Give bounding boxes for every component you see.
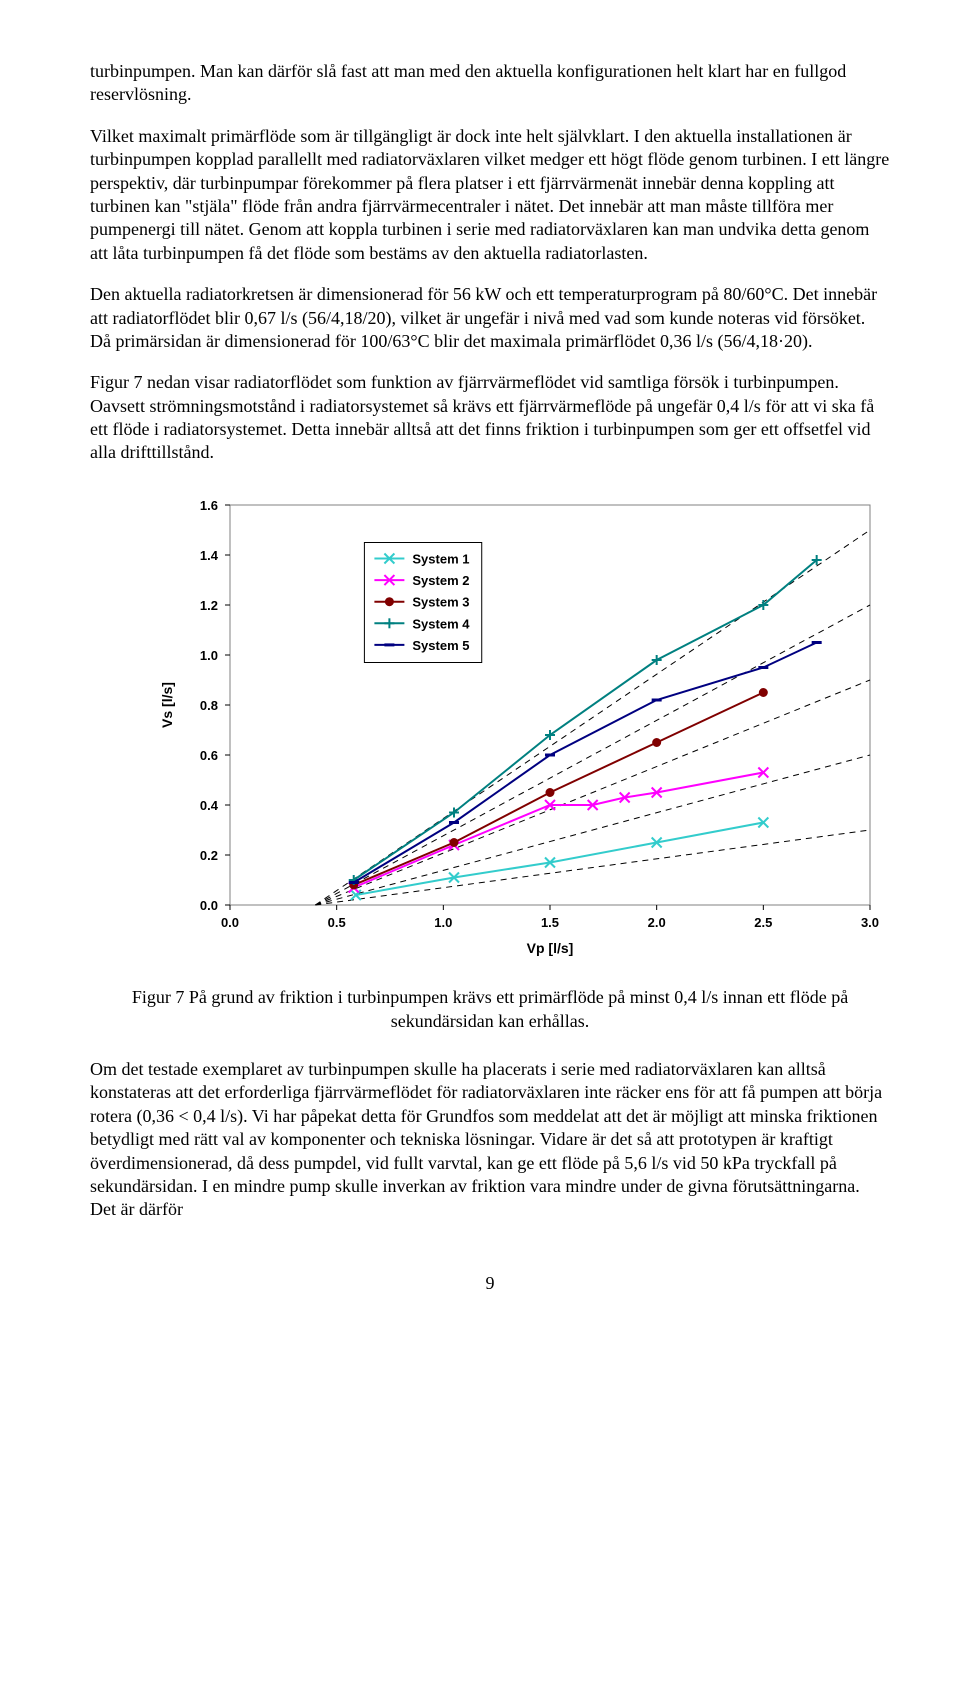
svg-text:System 4: System 4 [412,616,470,631]
chart-svg: 0.0 0.5 1.0 1.5 2.0 2.5 3.0 0.0 0.2 0.4 0.6 0.8 1.0 1… [150,485,890,965]
svg-text:0.5: 0.5 [328,915,346,930]
svg-text:Vs [l/s]: Vs [l/s] [159,682,175,728]
svg-text:System 3: System 3 [412,595,469,610]
svg-text:3.0: 3.0 [861,915,879,930]
page-number: 9 [90,1272,890,1295]
svg-text:0.0: 0.0 [221,915,239,930]
figure-7-chart: 0.0 0.5 1.0 1.5 2.0 2.5 3.0 0.0 0.2 0.4 0.6 0.8 1.0 1… [150,485,890,971]
body-paragraph: turbinpumpen. Man kan därför slå fast at… [90,60,890,107]
svg-text:Vp [l/s]: Vp [l/s] [527,940,574,956]
svg-text:2.0: 2.0 [648,915,666,930]
svg-text:1.6: 1.6 [200,498,218,513]
svg-text:0.0: 0.0 [200,898,218,913]
svg-text:1.0: 1.0 [200,648,218,663]
svg-text:1.2: 1.2 [200,598,218,613]
body-paragraph: Den aktuella radiatorkretsen är dimensio… [90,283,890,353]
svg-text:0.8: 0.8 [200,698,218,713]
svg-text:1.4: 1.4 [200,548,219,563]
body-paragraph: Figur 7 nedan visar radiatorflödet som f… [90,371,890,465]
svg-text:System 2: System 2 [412,573,469,588]
svg-text:0.4: 0.4 [200,798,219,813]
svg-text:System 5: System 5 [412,638,469,653]
figure-caption: Figur 7 På grund av friktion i turbinpum… [130,986,850,1033]
svg-text:0.6: 0.6 [200,748,218,763]
body-paragraph: Om det testade exemplaret av turbinpumpe… [90,1058,890,1222]
svg-text:0.2: 0.2 [200,848,218,863]
svg-text:System 1: System 1 [412,551,469,566]
body-paragraph: Vilket maximalt primärflöde som är tillg… [90,125,890,265]
svg-text:1.0: 1.0 [434,915,452,930]
svg-text:1.5: 1.5 [541,915,559,930]
svg-text:2.5: 2.5 [754,915,772,930]
